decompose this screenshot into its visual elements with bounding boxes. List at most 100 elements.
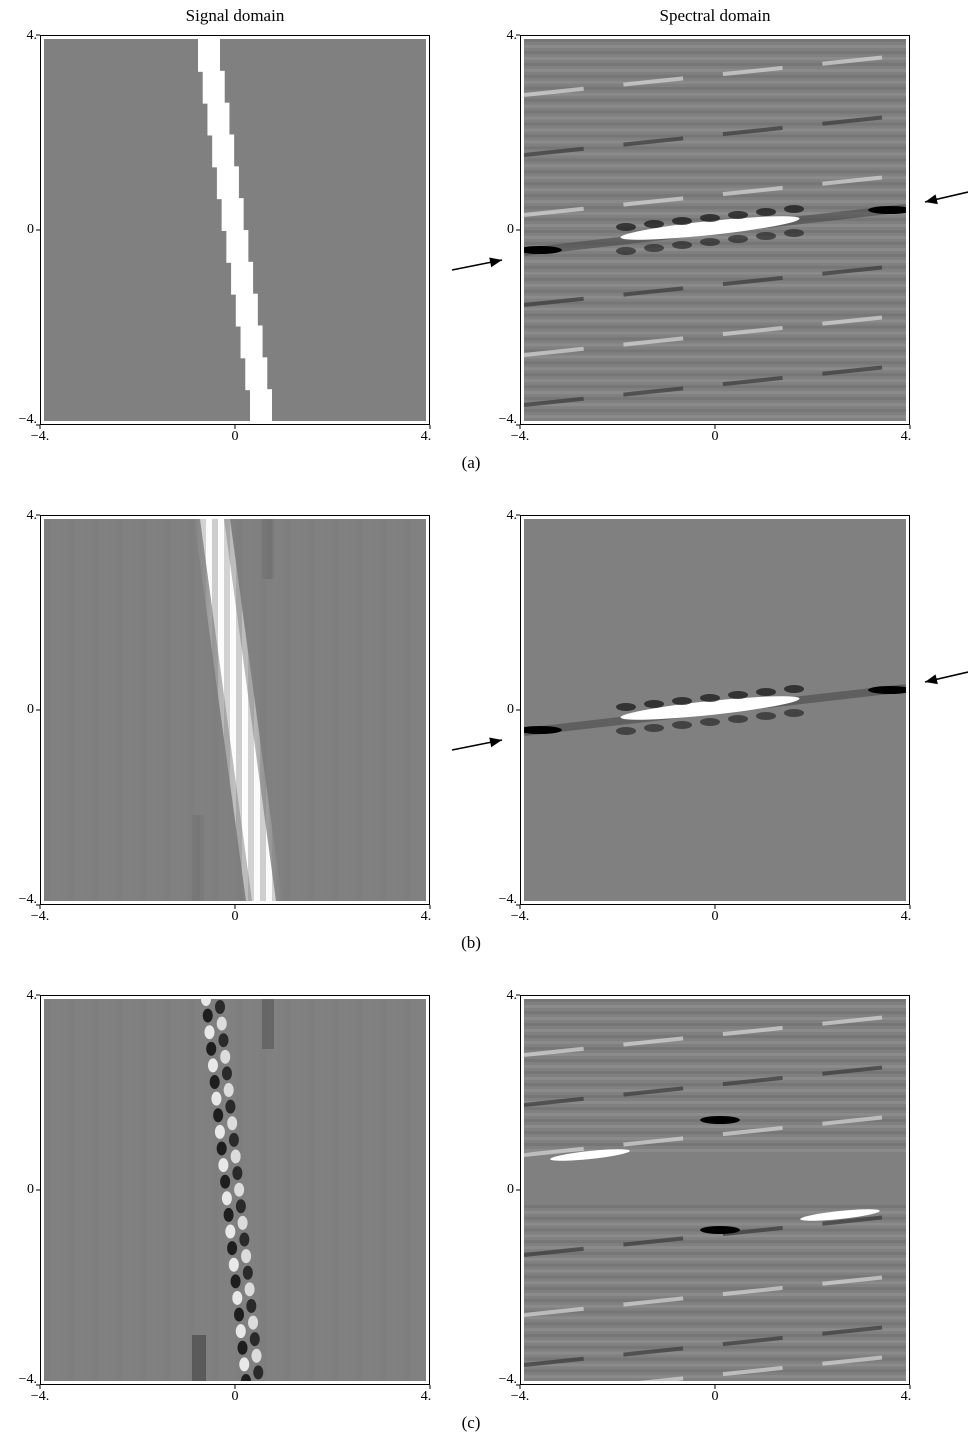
spectral-streak: [524, 1063, 906, 1107]
oscillation-blob: [253, 1365, 264, 1380]
ripple-stripe: [524, 146, 906, 150]
ripple-stripe: [524, 128, 906, 132]
oscillation-blob: [202, 1008, 213, 1023]
background-stripe: [80, 519, 86, 901]
y-tick-label: 4.: [506, 988, 518, 1003]
oscillation-blob: [221, 1066, 232, 1081]
background-stripe: [176, 999, 182, 1381]
ripple-stripe: [524, 1298, 906, 1302]
plot-frame: [520, 995, 910, 1385]
y-tick-label: −4.: [498, 412, 517, 427]
y-tick-label: −4.: [18, 892, 37, 907]
oscillation-blob: [232, 1290, 243, 1305]
background-stripe: [416, 519, 422, 901]
dark-lobe: [644, 220, 664, 228]
oscillation-blob: [228, 1132, 239, 1147]
oscillation-blob: [249, 1332, 260, 1347]
bright-lobe: [800, 1209, 880, 1221]
ripple-stripe: [524, 1210, 906, 1214]
arrow-right-pointer-head: [925, 194, 938, 205]
ripple-stripe: [524, 1047, 906, 1050]
oscillation-blob: [244, 1282, 255, 1297]
background-stripe: [224, 519, 230, 901]
plot-frame: [520, 515, 910, 905]
arrow-left-pointer-head: [489, 737, 502, 748]
oscillation-blob: [246, 1298, 257, 1313]
dark-lobe: [644, 700, 664, 708]
ripple-stripe: [524, 373, 906, 377]
bright-lobe: [620, 696, 800, 720]
ripple-stripe: [524, 1263, 906, 1267]
dark-lobe: [756, 712, 776, 720]
x-tick-label: −4.: [510, 1389, 530, 1404]
oscillation-blob: [213, 1108, 224, 1123]
x-tick-label: 4.: [900, 909, 912, 924]
background-stripe: [416, 999, 422, 1381]
ripple-stripe: [524, 1234, 906, 1238]
ripple-stripe: [524, 289, 906, 293]
column-title-spectral: Spectral domain: [659, 6, 771, 25]
spectral-panel-b: −4. 0 4. 4. 0 −4.: [499, 509, 912, 924]
y-tick-label: 0: [507, 702, 514, 717]
x-tick-label: 4.: [420, 429, 432, 444]
background-stripe: [104, 519, 110, 901]
background-stripe: [140, 999, 146, 1381]
spectral-streak: [638, 1353, 906, 1381]
oscillation-blob: [216, 1016, 227, 1031]
ripple-stripe: [524, 110, 906, 114]
background-stripe: [212, 999, 218, 1381]
oscillation-blob: [228, 1257, 239, 1272]
background-stripe: [272, 999, 278, 1381]
spectral-streak: [524, 1273, 906, 1317]
ripple-stripe: [524, 1005, 906, 1008]
background-stripe: [152, 519, 158, 901]
dark-lobe: [728, 715, 748, 723]
spectral-panel-c: −4. 0 4. 4. 0 −4.: [499, 989, 912, 1404]
y-tick-label: 4.: [26, 28, 38, 43]
signal-band-step: [202, 70, 225, 104]
dark-lobe: [756, 232, 776, 240]
ripple-stripe: [524, 1023, 906, 1026]
ripple-stripe: [524, 1053, 906, 1056]
ripple-stripe: [524, 259, 906, 263]
background-stripe: [236, 519, 242, 901]
x-tick-label: 0: [231, 429, 239, 444]
x-tick-label: 0: [711, 909, 719, 924]
ripple-stripe: [524, 1351, 906, 1355]
ripple-stripe: [524, 164, 906, 168]
oscillation-blob: [218, 1158, 229, 1173]
signal-panel-c: −4. 0 4. 4. 0 −4.: [19, 989, 432, 1404]
spectral-streak: [524, 313, 906, 357]
ripple-stripe: [524, 1269, 906, 1273]
background-stripe: [44, 519, 50, 901]
y-tick-label: −4.: [498, 1372, 517, 1387]
ripple-stripe: [524, 1357, 906, 1361]
dark-lobe: [784, 685, 804, 693]
oscillation-blob: [223, 1207, 234, 1222]
ripple-stripe: [524, 116, 906, 120]
spectral-streak: [524, 263, 906, 307]
ripple-stripe: [524, 307, 906, 311]
ripple-stripe: [524, 1059, 906, 1062]
bright-lobe: [550, 1149, 630, 1161]
image-content: [44, 519, 422, 901]
ripple-stripe: [524, 403, 906, 407]
signal-band-step: [221, 198, 244, 231]
dark-lobe: [700, 694, 720, 702]
oscillation-blob: [237, 1215, 248, 1230]
oscillation-blob: [237, 1340, 248, 1355]
ripple-stripe: [524, 1246, 906, 1250]
y-tick-label: 0: [27, 702, 34, 717]
background-stripe: [296, 519, 302, 901]
spectral-panel-b-plot: [516, 514, 911, 909]
signal-band-step: [207, 102, 230, 136]
x-tick-label: 4.: [420, 1389, 432, 1404]
ripple-stripe: [524, 1107, 906, 1110]
background-stripe: [320, 519, 326, 901]
background-stripe: [284, 999, 290, 1381]
side-lobe: [262, 999, 274, 1049]
plot-frame: [520, 35, 910, 425]
background-stripe: [332, 999, 338, 1381]
image-content: [524, 39, 906, 419]
oscillation-blob: [234, 1307, 245, 1322]
